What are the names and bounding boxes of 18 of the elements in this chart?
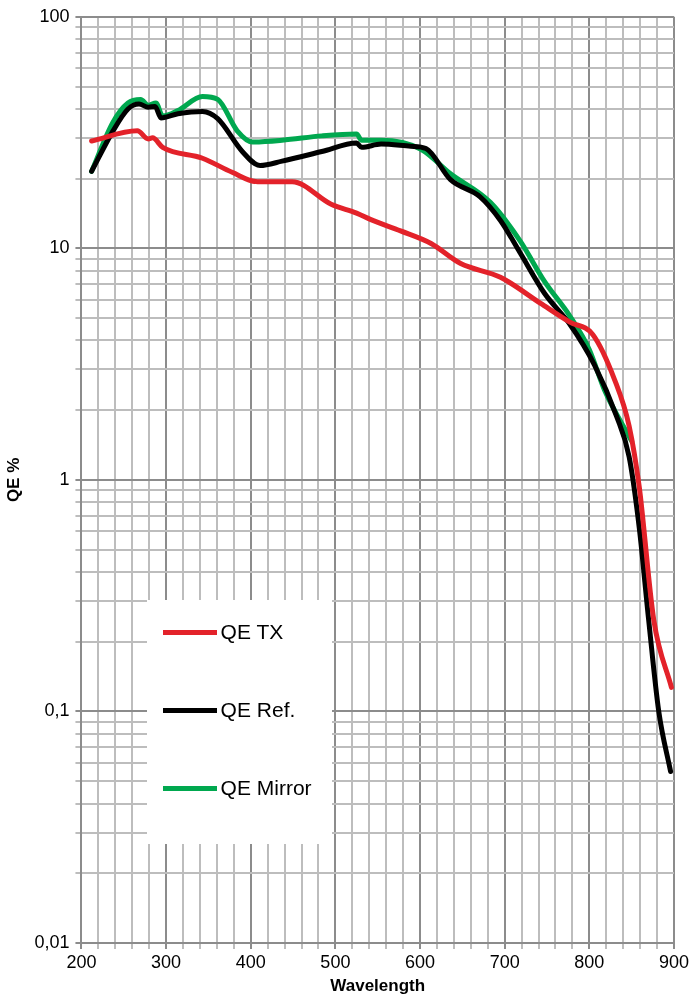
y-axis-title: QE % bbox=[3, 457, 23, 503]
x-tick-label: 600 bbox=[405, 951, 436, 972]
x-tick-label: 400 bbox=[235, 951, 266, 972]
x-tick-label: 500 bbox=[320, 951, 351, 972]
y-tick-label: 100 bbox=[39, 5, 70, 26]
x-tick-label: 700 bbox=[489, 951, 520, 972]
y-tick-label: 10 bbox=[49, 237, 70, 258]
legend-label: QE Mirror bbox=[220, 776, 312, 801]
y-tick-label: 0,01 bbox=[34, 931, 70, 952]
x-tick-label: 800 bbox=[574, 951, 605, 972]
legend-label: QE Ref. bbox=[220, 698, 296, 723]
y-tick-label: 1 bbox=[59, 468, 70, 489]
y-tick-label: 0,1 bbox=[44, 700, 70, 721]
x-axis-title: Wavelength bbox=[330, 976, 426, 996]
x-tick-label: 200 bbox=[66, 951, 97, 972]
x-tick-label: 300 bbox=[151, 951, 182, 972]
x-tick-label: 900 bbox=[658, 951, 690, 972]
legend-label: QE TX bbox=[220, 620, 284, 645]
